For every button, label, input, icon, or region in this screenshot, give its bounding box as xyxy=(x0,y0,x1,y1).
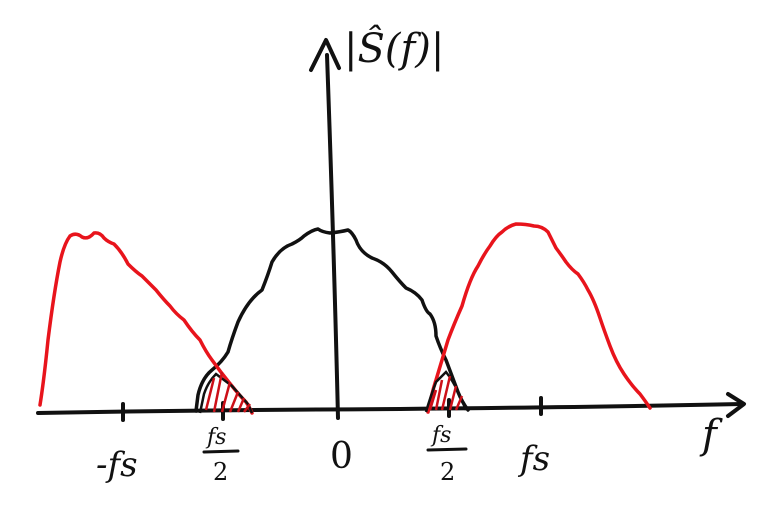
overlap-region-right-outline xyxy=(424,370,468,413)
overlap-region-left-outline xyxy=(198,372,254,414)
magnitude-axis xyxy=(325,53,340,420)
overlap-hatch-left xyxy=(204,371,251,413)
tick-label-neg-fs: -fs xyxy=(96,445,138,485)
tick-label-pos-half-num: fs xyxy=(430,423,451,448)
tick-label-neg-half-den: 2 xyxy=(213,458,228,486)
fraction-bar-pos xyxy=(426,447,468,452)
y-axis-label: |Ŝ(f)| xyxy=(344,25,444,72)
baseband-spectrum xyxy=(194,227,470,413)
overlap-hatch-right xyxy=(428,375,464,411)
frequency-axis-arrowhead xyxy=(726,392,746,418)
tick-label-zero: 0 xyxy=(330,436,353,477)
frequency-axis xyxy=(36,402,744,415)
alias-spectrum-right xyxy=(426,222,652,414)
magnitude-axis-arrowhead xyxy=(309,38,341,72)
x-axis-label: f xyxy=(699,412,723,458)
alias-spectrum-left xyxy=(38,231,254,415)
tick-label-pos-fs: fs xyxy=(517,439,550,479)
tick-label-pos-half-den: 2 xyxy=(440,458,455,486)
fraction-bar-neg xyxy=(202,449,240,454)
tick-label-neg-half-num: fs xyxy=(205,425,226,450)
